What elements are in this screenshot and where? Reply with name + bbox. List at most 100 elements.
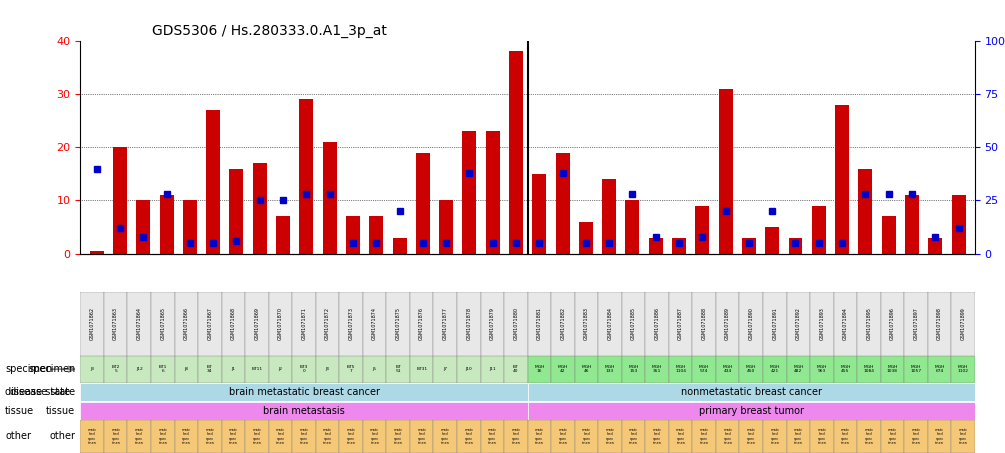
FancyBboxPatch shape: [904, 356, 928, 383]
Text: GSM1071874: GSM1071874: [372, 308, 377, 340]
FancyBboxPatch shape: [340, 356, 363, 383]
FancyBboxPatch shape: [175, 292, 198, 356]
FancyBboxPatch shape: [904, 420, 928, 453]
Text: GSM1071894: GSM1071894: [843, 308, 848, 340]
Text: matc
hed
spec
imen: matc hed spec imen: [935, 428, 944, 445]
Bar: [462, 131, 476, 254]
Text: GSM1071898: GSM1071898: [937, 308, 942, 340]
FancyBboxPatch shape: [740, 420, 763, 453]
Text: GSM1071890: GSM1071890: [749, 308, 754, 340]
FancyBboxPatch shape: [645, 356, 669, 383]
Text: J12: J12: [136, 367, 143, 371]
Text: matc
hed
spec
imen: matc hed spec imen: [158, 428, 168, 445]
FancyBboxPatch shape: [857, 356, 880, 383]
FancyBboxPatch shape: [810, 420, 833, 453]
Text: matc
hed
spec
imen: matc hed spec imen: [770, 428, 779, 445]
Text: GSM1071899: GSM1071899: [961, 308, 966, 340]
Text: GSM1071875: GSM1071875: [396, 308, 401, 340]
Text: matc
hed
spec
imen: matc hed spec imen: [959, 428, 968, 445]
Bar: [509, 52, 523, 254]
Bar: [765, 227, 779, 254]
Text: GSM1071877: GSM1071877: [443, 308, 448, 340]
Bar: [881, 217, 895, 254]
Text: GSM1071895: GSM1071895: [866, 308, 871, 340]
Text: disease state: disease state: [5, 387, 70, 397]
FancyBboxPatch shape: [692, 292, 716, 356]
FancyBboxPatch shape: [128, 420, 151, 453]
FancyBboxPatch shape: [551, 420, 575, 453]
FancyBboxPatch shape: [692, 356, 716, 383]
Bar: [89, 251, 104, 254]
FancyBboxPatch shape: [928, 356, 952, 383]
FancyBboxPatch shape: [175, 420, 198, 453]
FancyBboxPatch shape: [952, 420, 975, 453]
Text: matc
hed
spec
imen: matc hed spec imen: [347, 428, 356, 445]
FancyBboxPatch shape: [645, 292, 669, 356]
Text: MGH
434: MGH 434: [723, 365, 733, 373]
FancyBboxPatch shape: [268, 356, 292, 383]
FancyBboxPatch shape: [80, 402, 528, 420]
FancyBboxPatch shape: [928, 420, 952, 453]
FancyBboxPatch shape: [457, 356, 480, 383]
FancyBboxPatch shape: [222, 356, 245, 383]
Text: tissue: tissue: [46, 406, 75, 416]
Text: matc
hed
spec
imen: matc hed spec imen: [299, 428, 309, 445]
FancyBboxPatch shape: [622, 292, 645, 356]
FancyBboxPatch shape: [716, 292, 740, 356]
FancyBboxPatch shape: [316, 292, 340, 356]
FancyBboxPatch shape: [857, 292, 880, 356]
Text: GSM1071864: GSM1071864: [137, 308, 142, 340]
FancyBboxPatch shape: [222, 292, 245, 356]
Text: specimen: specimen: [5, 364, 52, 374]
Text: GSM1071885: GSM1071885: [631, 308, 636, 340]
FancyBboxPatch shape: [763, 292, 787, 356]
FancyBboxPatch shape: [245, 292, 268, 356]
Text: GSM1071879: GSM1071879: [489, 308, 494, 340]
Text: GSM1071892: GSM1071892: [796, 308, 801, 340]
Text: specimen: specimen: [28, 364, 75, 374]
Text: matc
hed
spec
imen: matc hed spec imen: [394, 428, 403, 445]
FancyBboxPatch shape: [80, 292, 104, 356]
FancyBboxPatch shape: [763, 420, 787, 453]
FancyBboxPatch shape: [880, 292, 904, 356]
Text: matc
hed
spec
imen: matc hed spec imen: [652, 428, 661, 445]
FancyBboxPatch shape: [598, 292, 622, 356]
Text: GSM1071871: GSM1071871: [302, 308, 307, 340]
Text: MGH
351: MGH 351: [652, 365, 662, 373]
FancyBboxPatch shape: [833, 292, 857, 356]
Text: tissue: tissue: [5, 406, 34, 416]
Text: MGH
1038: MGH 1038: [887, 365, 897, 373]
FancyBboxPatch shape: [575, 420, 598, 453]
FancyBboxPatch shape: [551, 292, 575, 356]
Bar: [579, 222, 593, 254]
Text: matc
hed
spec
imen: matc hed spec imen: [487, 428, 496, 445]
Text: matc
hed
spec
imen: matc hed spec imen: [229, 428, 238, 445]
FancyBboxPatch shape: [80, 420, 104, 453]
Text: brain metastatic breast cancer: brain metastatic breast cancer: [228, 387, 380, 397]
Bar: [602, 179, 616, 254]
FancyBboxPatch shape: [457, 292, 480, 356]
Bar: [416, 153, 430, 254]
FancyBboxPatch shape: [480, 356, 505, 383]
FancyBboxPatch shape: [528, 420, 551, 453]
FancyBboxPatch shape: [716, 356, 740, 383]
Bar: [649, 238, 662, 254]
Text: matc
hed
spec
imen: matc hed spec imen: [724, 428, 733, 445]
FancyBboxPatch shape: [292, 420, 316, 453]
Text: matc
hed
spec
imen: matc hed spec imen: [535, 428, 544, 445]
Text: primary breast tumor: primary breast tumor: [698, 406, 804, 416]
Text: J11: J11: [489, 367, 495, 371]
Text: BT
40: BT 40: [513, 365, 519, 373]
FancyBboxPatch shape: [128, 292, 151, 356]
Text: BT
34: BT 34: [207, 365, 213, 373]
Text: GSM1071896: GSM1071896: [890, 308, 895, 340]
FancyBboxPatch shape: [528, 383, 975, 401]
Bar: [113, 147, 127, 254]
Text: J1: J1: [231, 367, 235, 371]
FancyBboxPatch shape: [386, 356, 410, 383]
Bar: [719, 89, 733, 254]
Text: MGH
133: MGH 133: [605, 365, 615, 373]
FancyBboxPatch shape: [880, 356, 904, 383]
Bar: [323, 142, 337, 254]
FancyBboxPatch shape: [622, 420, 645, 453]
